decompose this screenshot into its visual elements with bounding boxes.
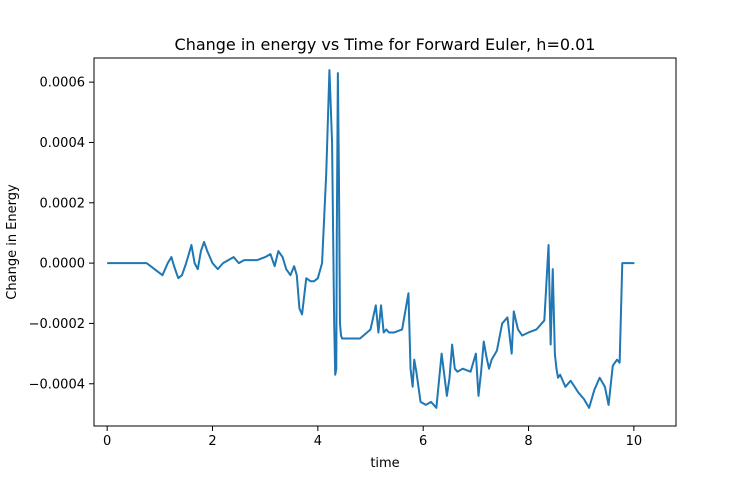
y-tick-label: 0.0002 bbox=[40, 196, 86, 211]
y-tick-label: −0.0004 bbox=[29, 377, 85, 392]
x-tick-label: 6 bbox=[419, 434, 427, 449]
x-tick-label: 2 bbox=[208, 434, 216, 449]
y-tick-label: 0.0004 bbox=[40, 136, 86, 151]
x-axis-label: time bbox=[370, 456, 399, 471]
x-tick-label: 8 bbox=[524, 434, 532, 449]
plot-area: 0 2 4 6 8 10 −0.0004 −0.0002 0.0000 0.0002 0.0004… bbox=[29, 57, 677, 449]
y-tick-label: 0.0000 bbox=[40, 257, 86, 272]
y-tick-label: −0.0002 bbox=[29, 317, 85, 332]
x-tick-label: 4 bbox=[314, 434, 322, 449]
x-axis: 0 2 4 6 8 10 bbox=[103, 426, 642, 449]
x-tick-label: 0 bbox=[103, 434, 111, 449]
y-tick-label: 0.0006 bbox=[40, 76, 86, 91]
x-tick-label: 10 bbox=[626, 434, 643, 449]
y-axis: −0.0004 −0.0002 0.0000 0.0002 0.0004 0.0006 bbox=[29, 76, 94, 392]
y-axis-label: Change in Energy bbox=[5, 184, 20, 300]
chart-title: Change in energy vs Time for Forward Eul… bbox=[175, 35, 596, 54]
series-line-energy-change bbox=[107, 69, 635, 409]
plot-frame bbox=[93, 57, 677, 427]
